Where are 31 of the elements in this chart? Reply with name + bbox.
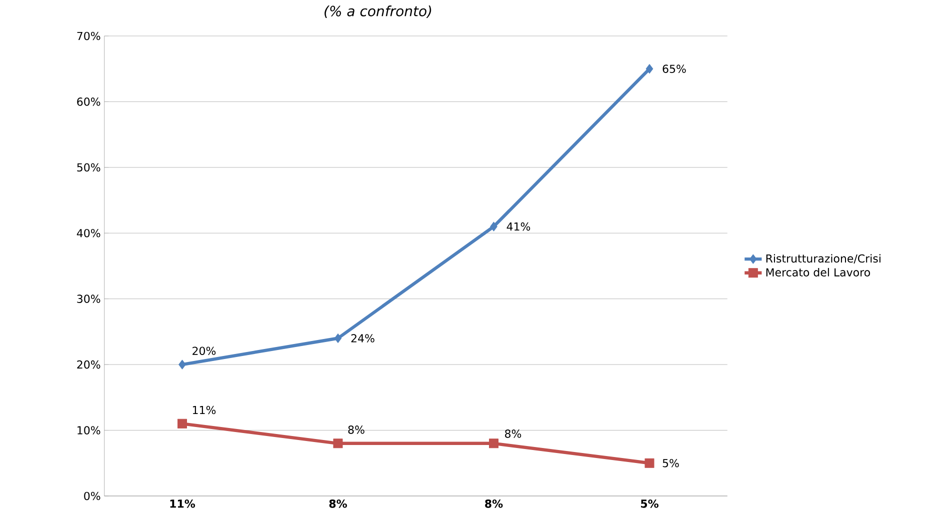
point xyxy=(334,334,342,344)
legend-label: Mercato del Lavoro xyxy=(766,268,870,276)
data-label: 11% xyxy=(192,406,216,414)
point xyxy=(644,458,654,468)
chart-subtitle: (% a confronto) xyxy=(324,6,432,18)
y-tick-label: 60% xyxy=(77,98,100,106)
y-tick-label: 0% xyxy=(84,492,100,500)
point xyxy=(646,64,654,74)
y-tick-label: 40% xyxy=(76,228,100,238)
data-label: 8% xyxy=(505,430,522,438)
x-tick-label: 8% xyxy=(329,500,347,508)
data-label: 65% xyxy=(662,64,686,73)
y-tick-label: 70% xyxy=(77,32,100,40)
x-tick-label: 8% xyxy=(485,500,503,508)
point xyxy=(333,438,343,448)
point xyxy=(490,222,498,232)
point xyxy=(488,438,498,448)
x-tick-label: 11% xyxy=(170,500,196,508)
data-label: 8% xyxy=(348,426,364,434)
x-tick-label: 5% xyxy=(640,500,658,508)
data-label: 41% xyxy=(506,222,530,231)
legend-label: Ristrutturazione/Crisi xyxy=(766,254,880,264)
point xyxy=(178,360,186,370)
y-tick-label: 50% xyxy=(77,163,100,172)
y-tick-label: 30% xyxy=(77,294,100,303)
data-label: 5% xyxy=(662,458,679,468)
y-tick-label: 20% xyxy=(77,360,100,369)
point xyxy=(177,418,187,428)
data-label: 20% xyxy=(192,346,216,356)
y-tick-label: 10% xyxy=(78,426,100,434)
data-label: 24% xyxy=(351,334,374,342)
